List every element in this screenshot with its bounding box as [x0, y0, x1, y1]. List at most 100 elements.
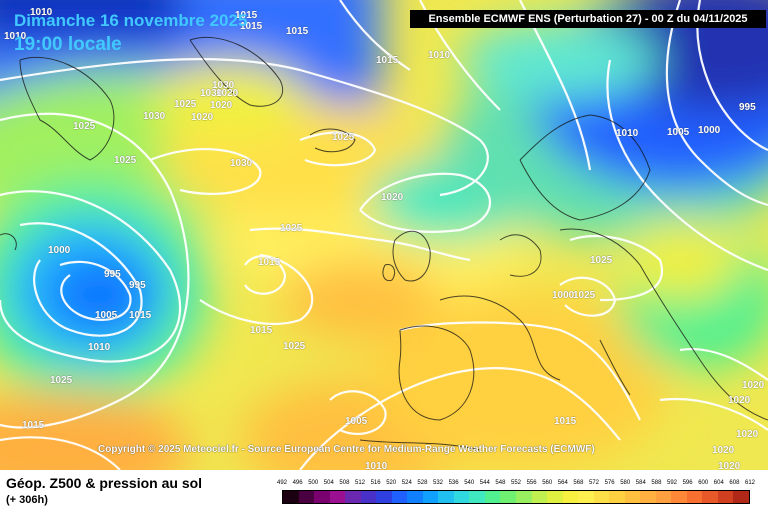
copyright-notice: Copyright © 2025 Meteociel.fr - Source E…: [98, 444, 595, 455]
isobar-label: 1015: [554, 416, 577, 427]
scale-swatch: [469, 491, 485, 503]
isobar-label: 995: [129, 280, 146, 291]
scale-label: 516: [370, 480, 381, 486]
isobar-label: 1030: [230, 158, 253, 169]
forecast-time-title: 19:00 locale: [14, 34, 122, 55]
scale-label: 552: [511, 480, 522, 486]
scale-swatch: [609, 491, 625, 503]
isobar-label: 1025: [283, 341, 306, 352]
coastlines: [0, 36, 768, 451]
scale-label: 564: [557, 480, 568, 486]
scale-swatch: [578, 491, 594, 503]
color-scale-bar: [282, 490, 750, 504]
scale-swatch: [515, 491, 532, 503]
scale-label: 568: [573, 480, 584, 486]
isobar-label: 1015: [376, 55, 399, 66]
isobar-label: 1010: [365, 461, 388, 471]
isobar-label: 995: [739, 102, 756, 113]
scale-label: 500: [308, 480, 319, 486]
scale-label: 496: [292, 480, 303, 486]
isobar-label: 1015: [286, 26, 309, 37]
scale-label: 600: [698, 480, 709, 486]
scale-swatch: [283, 491, 299, 503]
scale-swatch: [422, 491, 439, 503]
isobar-label: 1010: [428, 50, 451, 61]
scale-swatch: [717, 491, 734, 503]
isobar-label: 1020: [712, 445, 735, 456]
scale-swatch: [484, 491, 501, 503]
isobar-label: 1000: [552, 290, 575, 301]
scale-swatch: [686, 491, 703, 503]
scale-swatch: [453, 491, 470, 503]
isobars: [0, 0, 768, 470]
scale-label: 512: [355, 480, 366, 486]
isobar-label: 1020: [736, 429, 759, 440]
scale-label: 588: [651, 480, 662, 486]
legend-footer: Géop. Z500 & pression au sol (+ 306h) 49…: [0, 470, 768, 512]
scale-label: 604: [713, 480, 724, 486]
isobar-label: 1015: [250, 325, 273, 336]
isobar-label: 1010: [30, 7, 53, 18]
scale-label: 580: [620, 480, 631, 486]
scale-swatch: [593, 491, 610, 503]
isobar-label: 1030: [212, 80, 235, 91]
scale-swatch: [733, 491, 749, 503]
scale-label: 576: [604, 480, 615, 486]
isobar-label: 1005: [667, 127, 690, 138]
scale-swatch: [500, 491, 516, 503]
isobar-label: 1000: [698, 125, 721, 136]
model-run-info: Ensemble ECMWF ENS (Perturbation 27) - 0…: [410, 10, 766, 28]
scale-swatch: [562, 491, 579, 503]
scale-swatch: [531, 491, 548, 503]
isobar-label: 1025: [114, 155, 137, 166]
isobar-label: 1025: [73, 121, 96, 132]
isobar-label: 1010: [616, 128, 639, 139]
scale-swatch: [438, 491, 454, 503]
isobar-label: 1025: [280, 223, 303, 234]
isobar-label: 1025: [573, 290, 596, 301]
scale-label: 536: [448, 480, 459, 486]
isobar-label: 1020: [210, 100, 233, 111]
isobar-label: 1025: [590, 255, 613, 266]
scale-swatch: [655, 491, 672, 503]
scale-swatch: [547, 491, 563, 503]
scale-label: 608: [729, 480, 740, 486]
isobar-label: 1025: [174, 99, 197, 110]
isobar-label: 1030: [143, 111, 166, 122]
scale-label: 492: [277, 480, 288, 486]
isobar-label: 1010: [4, 31, 27, 42]
isobar-label: 1015: [240, 21, 263, 32]
isobar-label: 1005: [345, 416, 368, 427]
scale-swatch: [640, 491, 656, 503]
scale-swatch: [298, 491, 315, 503]
isobar-label: 1015: [235, 10, 258, 21]
scale-label: 532: [433, 480, 444, 486]
scale-swatch: [360, 491, 377, 503]
scale-label: 560: [542, 480, 553, 486]
forecast-date-title: Dimanche 16 novembre 2025: [14, 11, 248, 30]
scale-label: 540: [464, 480, 475, 486]
geopotential-field: [0, 0, 768, 470]
scale-swatch: [671, 491, 687, 503]
scale-label: 592: [667, 480, 678, 486]
scale-swatch: [329, 491, 346, 503]
isobar-label: 1005: [95, 310, 118, 321]
scale-label: 504: [323, 480, 334, 486]
isobar-label: 1015: [129, 310, 152, 321]
scale-swatch: [624, 491, 641, 503]
scale-swatch: [407, 491, 423, 503]
scale-label: 572: [589, 480, 600, 486]
isobar-label: 995: [104, 269, 121, 280]
isobar-label: 1020: [742, 380, 765, 391]
scale-label: 528: [417, 480, 428, 486]
isobar-label: 1020: [191, 112, 214, 123]
scale-swatch: [391, 491, 408, 503]
isobar-label: 1000: [48, 245, 71, 256]
scale-label: 544: [479, 480, 490, 486]
scale-swatch: [314, 491, 330, 503]
scale-label: 520: [386, 480, 397, 486]
isobar-label: 1020: [381, 192, 404, 203]
scale-label: 556: [526, 480, 537, 486]
isobar-label: 1025: [332, 132, 355, 143]
